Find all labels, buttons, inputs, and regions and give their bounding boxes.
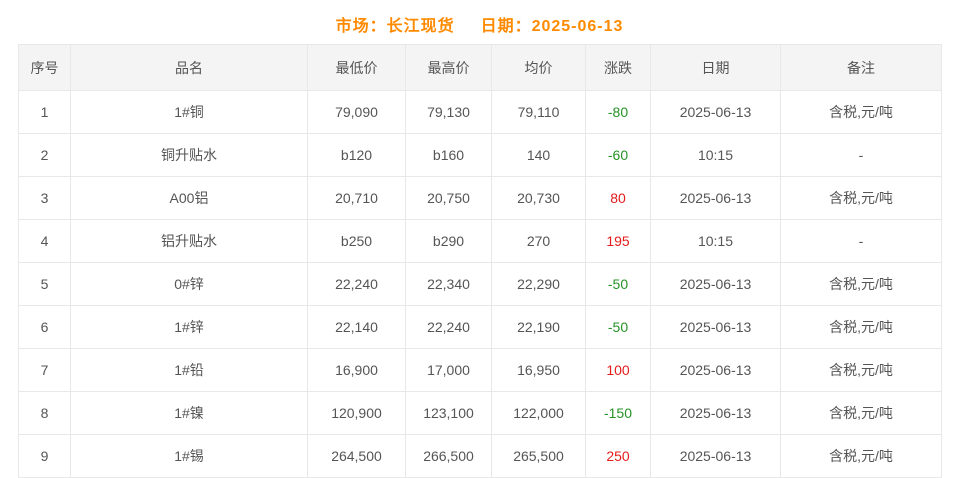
- cell-seq: 6: [18, 305, 71, 349]
- cell-high-price: 266,500: [405, 434, 492, 478]
- cell-change: 195: [585, 219, 651, 263]
- cell-note: 含税,元/吨: [780, 305, 942, 349]
- cell-note: -: [780, 133, 942, 177]
- cell-product-name: 1#镍: [70, 391, 308, 435]
- cell-high-price: 20,750: [405, 176, 492, 220]
- table-header: 序号 品名 最低价 最高价 均价 涨跌 日期 备注: [18, 44, 942, 91]
- col-header-change: 涨跌: [585, 44, 651, 91]
- cell-change: -50: [585, 305, 651, 349]
- col-header-low: 最低价: [307, 44, 406, 91]
- cell-avg-price: 270: [491, 219, 586, 263]
- cell-low-price: 22,140: [307, 305, 406, 349]
- cell-avg-price: 22,290: [491, 262, 586, 306]
- cell-low-price: 264,500: [307, 434, 406, 478]
- cell-low-price: 16,900: [307, 348, 406, 392]
- cell-product-name: 1#锌: [70, 305, 308, 349]
- date-label: 日期：2025-06-13: [480, 18, 624, 35]
- col-header-avg: 均价: [491, 44, 586, 91]
- cell-seq: 5: [18, 262, 71, 306]
- col-header-product: 品名: [70, 44, 308, 91]
- cell-seq: 9: [18, 434, 71, 478]
- cell-note: 含税,元/吨: [780, 391, 942, 435]
- cell-low-price: 22,240: [307, 262, 406, 306]
- cell-seq: 4: [18, 219, 71, 263]
- cell-high-price: 22,240: [405, 305, 492, 349]
- table-row: 9 1#锡 264,500 266,500 265,500 250 2025-06-13 含税…: [18, 434, 942, 478]
- cell-change: -60: [585, 133, 651, 177]
- cell-date: 10:15: [650, 219, 781, 263]
- cell-avg-price: 265,500: [491, 434, 586, 478]
- table-row: 8 1#镍 120,900 123,100 122,000 -150 2025-06-13 含…: [18, 391, 942, 435]
- cell-seq: 2: [18, 133, 71, 177]
- cell-seq: 3: [18, 176, 71, 220]
- table-row: 3 A00铝 20,710 20,750 20,730 80 2025-06-13 含税,元/…: [18, 176, 942, 220]
- cell-product-name: 铝升贴水: [70, 219, 308, 263]
- cell-change: -50: [585, 262, 651, 306]
- cell-date: 2025-06-13: [650, 305, 781, 349]
- cell-date: 2025-06-13: [650, 391, 781, 435]
- col-header-seq: 序号: [18, 44, 71, 91]
- cell-low-price: b250: [307, 219, 406, 263]
- table-row: 4 铝升贴水 b250 b290 270 195 10:15-: [18, 219, 942, 263]
- cell-high-price: b290: [405, 219, 492, 263]
- cell-note: 含税,元/吨: [780, 262, 942, 306]
- cell-note: 含税,元/吨: [780, 176, 942, 220]
- price-table: 序号 品名 最低价 最高价 均价 涨跌 日期 备注 1 1#铜 79,090 79,1…: [18, 44, 942, 478]
- cell-avg-price: 22,190: [491, 305, 586, 349]
- cell-low-price: 120,900: [307, 391, 406, 435]
- cell-avg-price: 16,950: [491, 348, 586, 392]
- cell-change: -150: [585, 391, 651, 435]
- cell-high-price: 123,100: [405, 391, 492, 435]
- cell-change: 80: [585, 176, 651, 220]
- cell-seq: 7: [18, 348, 71, 392]
- cell-date: 2025-06-13: [650, 348, 781, 392]
- header-row: 序号 品名 最低价 最高价 均价 涨跌 日期 备注: [18, 44, 942, 91]
- cell-product-name: 1#锡: [70, 434, 308, 478]
- cell-product-name: 1#铜: [70, 90, 308, 134]
- cell-date: 2025-06-13: [650, 262, 781, 306]
- cell-avg-price: 140: [491, 133, 586, 177]
- cell-product-name: 铜升贴水: [70, 133, 308, 177]
- cell-product-name: 1#铅: [70, 348, 308, 392]
- cell-high-price: 79,130: [405, 90, 492, 134]
- cell-seq: 1: [18, 90, 71, 134]
- market-label: 市场：长江现货: [335, 18, 455, 35]
- cell-change: 100: [585, 348, 651, 392]
- table-row: 2 铜升贴水 b120 b160 140 -60 10:15-: [18, 133, 942, 177]
- cell-high-price: b160: [405, 133, 492, 177]
- cell-low-price: 79,090: [307, 90, 406, 134]
- table-row: 7 1#铅 16,900 17,000 16,950 100 2025-06-13 含税,元/…: [18, 348, 942, 392]
- cell-avg-price: 20,730: [491, 176, 586, 220]
- cell-note: 含税,元/吨: [780, 348, 942, 392]
- cell-note: -: [780, 219, 942, 263]
- cell-date: 2025-06-13: [650, 176, 781, 220]
- col-header-note: 备注: [780, 44, 942, 91]
- cell-date: 10:15: [650, 133, 781, 177]
- table-row: 6 1#锌 22,140 22,240 22,190 -50 2025-06-13 含税,元/…: [18, 305, 942, 349]
- cell-high-price: 22,340: [405, 262, 492, 306]
- cell-avg-price: 79,110: [491, 90, 586, 134]
- cell-product-name: A00铝: [70, 176, 308, 220]
- cell-avg-price: 122,000: [491, 391, 586, 435]
- cell-high-price: 17,000: [405, 348, 492, 392]
- cell-note: 含税,元/吨: [780, 434, 942, 478]
- cell-change: -80: [585, 90, 651, 134]
- cell-low-price: b120: [307, 133, 406, 177]
- cell-date: 2025-06-13: [650, 90, 781, 134]
- cell-product-name: 0#锌: [70, 262, 308, 306]
- table-row: 1 1#铜 79,090 79,130 79,110 -80 2025-06-13 含税,元/…: [18, 90, 942, 134]
- col-header-date: 日期: [650, 44, 781, 91]
- cell-seq: 8: [18, 391, 71, 435]
- cell-low-price: 20,710: [307, 176, 406, 220]
- cell-note: 含税,元/吨: [780, 90, 942, 134]
- col-header-high: 最高价: [405, 44, 492, 91]
- cell-date: 2025-06-13: [650, 434, 781, 478]
- page-title: 市场：长江现货 日期：2025-06-13: [0, 0, 959, 44]
- table-row: 5 0#锌 22,240 22,340 22,290 -50 2025-06-13 含税,元/…: [18, 262, 942, 306]
- table-body: 1 1#铜 79,090 79,130 79,110 -80 2025-06-13 含税,元/…: [18, 90, 942, 478]
- cell-change: 250: [585, 434, 651, 478]
